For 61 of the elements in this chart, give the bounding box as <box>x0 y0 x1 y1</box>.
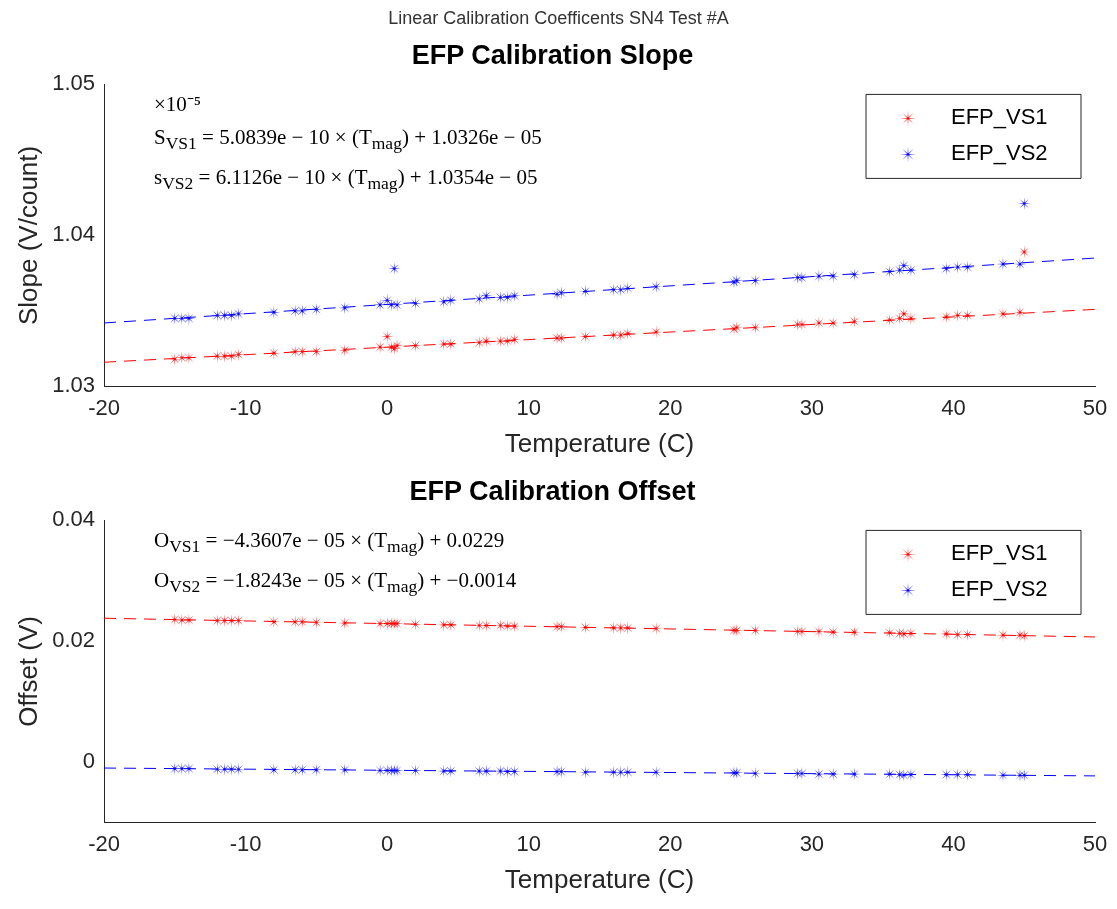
point <box>883 265 897 279</box>
point <box>607 283 621 297</box>
point <box>493 619 507 632</box>
point <box>614 283 628 297</box>
annotation: ×10⁻⁵ <box>154 91 203 119</box>
point <box>607 765 621 779</box>
point <box>508 333 522 347</box>
legend-label: EFP_VS1 <box>951 540 1048 566</box>
legend-label: EFP_VS2 <box>951 576 1048 602</box>
point <box>578 284 592 298</box>
x-tick-label: 20 <box>658 394 683 420</box>
y-tick-label: 1.05 <box>52 70 96 96</box>
x-tick-label: 10 <box>516 394 541 420</box>
point <box>883 626 897 640</box>
chart-title: Linear Calibration Coefficents SN4 Test #A <box>387 7 730 30</box>
y-tick-label: 1.04 <box>52 221 96 247</box>
y-tick-label: 0.04 <box>52 506 96 532</box>
annotation: s$_{VS2}$ = 6.1126e − 10 × (T$_{mag}$) + 1.0354e − 05 <box>154 163 539 195</box>
point <box>309 345 323 359</box>
y-axis-title: Offset (V) <box>12 616 43 727</box>
x-tick-label: -10 <box>229 830 262 856</box>
point <box>961 628 975 642</box>
x-tick-label: 0 <box>381 830 394 856</box>
x-tick-label: 20 <box>658 830 683 856</box>
x-tick-label: 40 <box>941 830 966 856</box>
x-axis-title: Temperature (C) <box>504 863 695 894</box>
y-axis-title: Slope (V/count) <box>12 145 43 326</box>
x-axis-title: Temperature (C) <box>504 427 695 458</box>
x-tick-label: 10 <box>516 830 541 856</box>
point <box>309 302 323 316</box>
point <box>939 768 953 782</box>
y-tick-label: 0.02 <box>52 627 96 653</box>
point <box>951 768 965 782</box>
annotation: O$_{VS1}$ = −4.3607e − 05 × (T$_{mag}$) + 0.0229 <box>154 527 506 559</box>
chart-title: EFP Calibration Offset <box>409 475 696 506</box>
x-tick-label: 50 <box>1082 830 1108 856</box>
point <box>408 339 422 353</box>
x-tick-label: -10 <box>229 394 262 420</box>
point <box>961 308 975 322</box>
point <box>847 268 861 282</box>
point <box>578 620 592 634</box>
x-tick-label: 30 <box>799 830 825 856</box>
point <box>812 767 826 781</box>
point <box>182 613 196 627</box>
point <box>614 765 628 779</box>
x-tick-label: 0 <box>381 394 394 420</box>
point <box>578 765 592 779</box>
point <box>939 262 953 276</box>
point <box>309 615 323 629</box>
legend-label: EFP_VS1 <box>951 104 1048 130</box>
x-tick-label: 40 <box>941 394 966 420</box>
chart-subtitle: EFP Calibration Slope <box>411 39 694 70</box>
legend-label: EFP_VS2 <box>951 140 1048 166</box>
x-tick-label: 50 <box>1082 394 1108 420</box>
x-tick-label: -20 <box>88 830 120 856</box>
y-tick-label: 0 <box>82 748 96 774</box>
point <box>217 614 231 628</box>
point <box>224 308 238 322</box>
annotation: O$_{VS2}$ = −1.8243e − 05 × (T$_{mag}$) + −0.0014 <box>154 566 517 598</box>
x-tick-label: 30 <box>799 394 825 420</box>
annotation: S$_{VS1}$ = 5.0839e − 10 × (T$_{mag}$) + 1.0326e − 05 <box>154 124 542 156</box>
